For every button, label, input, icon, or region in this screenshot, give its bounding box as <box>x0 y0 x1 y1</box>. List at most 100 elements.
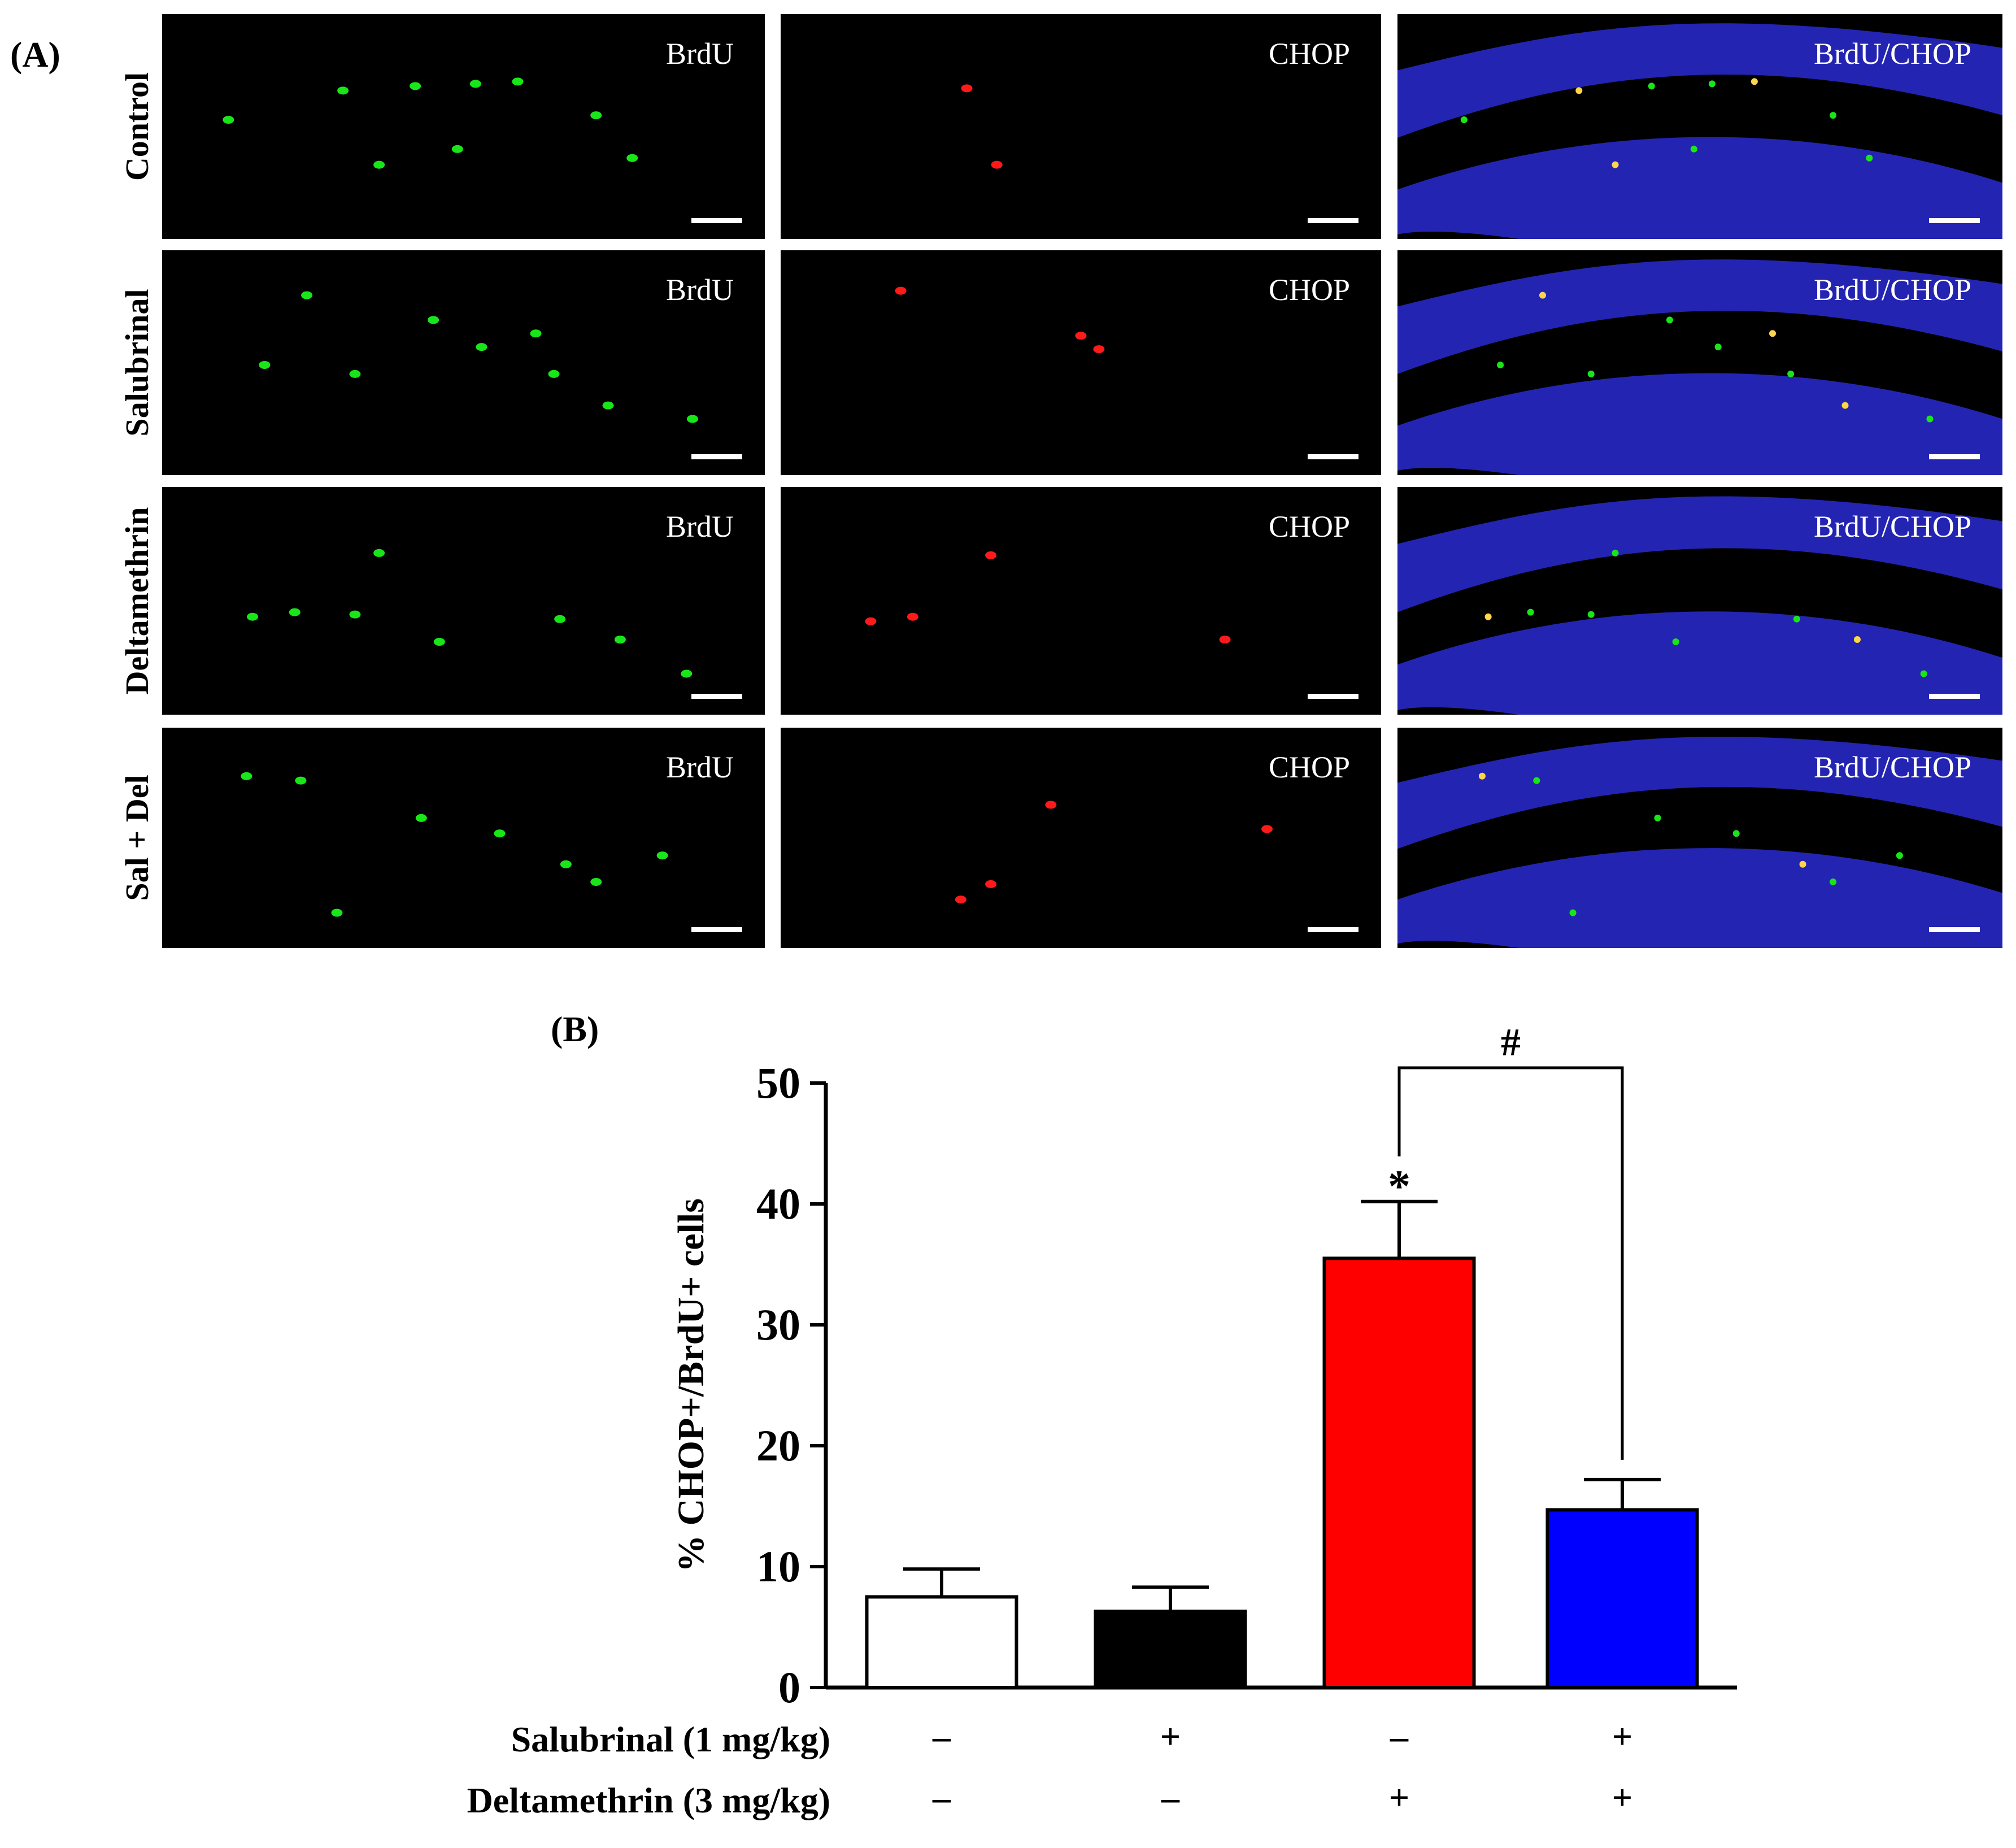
brdu-cell <box>614 636 626 644</box>
micrograph-panel: CHOP <box>781 487 1381 715</box>
micrograph-panel: BrdU <box>162 487 765 715</box>
scale-bar <box>691 218 742 223</box>
row-label: Control <box>119 72 155 181</box>
merged-cell <box>1793 615 1800 623</box>
bar <box>1094 1610 1247 1690</box>
chop-cell <box>1075 332 1087 340</box>
treatment-sign: + <box>1160 1716 1181 1756</box>
image-background <box>162 14 765 239</box>
merged-cell <box>1612 161 1619 168</box>
brdu-cell <box>337 86 349 95</box>
treatment-sign: – <box>1161 1777 1180 1817</box>
brdu-cell <box>301 291 313 299</box>
merged-cell <box>1575 87 1583 94</box>
merged-cell <box>1896 852 1903 859</box>
channel-label: CHOP <box>1269 750 1350 784</box>
significance-bracket <box>1397 1066 1624 1460</box>
treatment-sign: – <box>1390 1716 1409 1756</box>
bar <box>1322 1256 1476 1689</box>
treatment-sign: + <box>1612 1716 1632 1756</box>
brdu-cell <box>626 154 638 162</box>
micrograph-panel: BrdU/CHOP <box>1397 728 2002 948</box>
scale-bar <box>1308 694 1358 699</box>
merged-cell <box>1732 830 1740 837</box>
channel-label: CHOP <box>1269 37 1350 71</box>
chop-cell <box>985 880 997 888</box>
merged-cell <box>1690 145 1697 153</box>
scale-bar <box>1308 218 1358 223</box>
micrograph-panel: CHOP <box>781 728 1381 948</box>
channel-label: BrdU/CHOP <box>1814 37 1971 71</box>
treatment-sign: + <box>1389 1777 1409 1817</box>
chop-cell <box>1219 636 1231 644</box>
merged-cell <box>1648 82 1655 90</box>
dapi-band <box>1397 373 2002 475</box>
merged-cell <box>1587 370 1595 377</box>
merged-cell <box>1841 402 1849 409</box>
brdu-cell <box>295 776 307 785</box>
merged-cell <box>1497 361 1504 368</box>
scale-bar <box>1929 694 1980 699</box>
brdu-cell <box>373 160 385 169</box>
scale-bar <box>691 694 742 699</box>
dapi-band <box>1397 848 2002 948</box>
merged-cell <box>1654 814 1661 821</box>
merged-cell <box>1666 316 1673 324</box>
treatment-sign: – <box>932 1777 951 1817</box>
merged-cell <box>1539 292 1547 299</box>
brdu-cell <box>331 908 343 917</box>
dapi-band <box>1397 736 2002 849</box>
channel-label: BrdU/CHOP <box>1814 510 1971 543</box>
merged-cell <box>1672 638 1679 646</box>
chop-cell <box>1045 801 1057 809</box>
brdu-cell <box>530 329 542 338</box>
brdu-cell <box>512 77 524 86</box>
brdu-cell <box>433 638 445 646</box>
micrograph-panel: BrdU <box>162 728 765 948</box>
row-label: Deltamethrin <box>119 507 155 695</box>
chop-cell <box>1093 345 1105 354</box>
brdu-cell <box>349 369 361 378</box>
brdu-cell <box>241 772 252 780</box>
chop-cell <box>907 612 918 621</box>
figure-b: (B) 0 10 20 30 40 50 % CHOP+/BrdU+ cells # * Salu… <box>0 960 2016 1848</box>
brdu-cell <box>554 615 566 623</box>
image-background <box>781 250 1381 475</box>
brdu-cell <box>560 860 572 868</box>
scale-bar <box>1929 927 1980 932</box>
brdu-cell <box>223 116 234 124</box>
merged-cell <box>1460 116 1468 124</box>
merged-cell <box>1920 670 1927 677</box>
merged-cell <box>1569 909 1577 916</box>
merged-cell <box>1708 80 1715 88</box>
brdu-cell <box>548 369 560 378</box>
brdu-cell <box>476 343 487 351</box>
y-tick-label: 50 <box>756 1058 800 1107</box>
merged-cell <box>1853 636 1861 643</box>
brdu-cell <box>656 851 668 860</box>
treatment-sign: + <box>1612 1777 1632 1817</box>
micrograph-panel: BrdU/CHOP <box>1397 14 2002 239</box>
channel-label: BrdU <box>666 510 734 543</box>
y-tick-label: 0 <box>778 1663 800 1712</box>
brdu-cell <box>410 82 421 90</box>
chop-cell <box>991 160 1003 169</box>
star-annotation: * <box>1388 1162 1410 1212</box>
figure-a: (A) Control BrdU CHOP BrdU/CHOP Salubrinal Br… <box>10 14 2002 948</box>
merged-cell <box>1830 112 1837 119</box>
brdu-cell <box>289 608 301 616</box>
micrograph-panel: CHOP <box>781 250 1381 475</box>
brdu-cell <box>451 145 463 153</box>
row-label: Sal + Del <box>119 775 155 901</box>
image-background <box>781 728 1381 948</box>
chop-cell <box>961 84 973 93</box>
scale-bar <box>1308 454 1358 459</box>
merged-cell <box>1527 608 1534 616</box>
channel-label: BrdU/CHOP <box>1814 273 1971 307</box>
channel-label: CHOP <box>1269 273 1350 307</box>
channel-label: CHOP <box>1269 510 1350 543</box>
brdu-cell <box>415 814 427 822</box>
brdu-cell <box>602 401 614 410</box>
channel-label: BrdU/CHOP <box>1814 750 1971 784</box>
brdu-cell <box>259 360 271 369</box>
